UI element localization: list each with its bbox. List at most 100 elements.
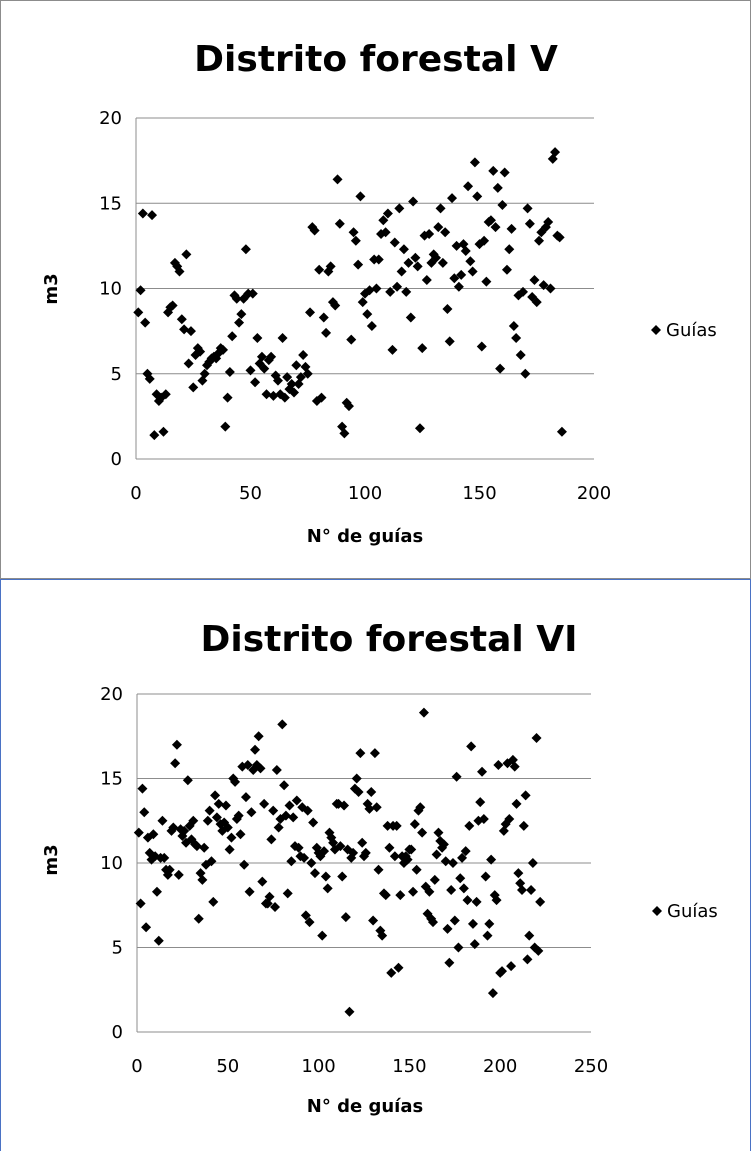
data-point — [394, 203, 405, 214]
data-point — [286, 378, 297, 389]
data-point — [501, 264, 512, 275]
data-point — [218, 344, 229, 355]
data-point — [360, 847, 371, 858]
data-point — [206, 856, 217, 867]
data-point — [516, 885, 527, 896]
data-point — [295, 372, 306, 383]
data-point — [188, 382, 199, 393]
data-point — [308, 817, 319, 828]
y-tick-label: 10 — [100, 853, 123, 874]
data-point — [350, 235, 361, 246]
data-point — [526, 885, 537, 896]
data-point — [149, 430, 160, 441]
data-point — [272, 375, 283, 386]
data-point — [484, 918, 495, 929]
data-point — [444, 336, 455, 347]
data-point — [373, 254, 384, 265]
data-point — [518, 820, 529, 831]
data-point — [168, 822, 179, 833]
data-point — [162, 869, 173, 880]
y-tick-label: 5 — [112, 938, 123, 959]
data-point — [244, 886, 255, 897]
data-point — [403, 257, 414, 268]
data-point — [153, 935, 164, 946]
data-point — [355, 748, 366, 759]
data-point — [488, 165, 499, 176]
data-point — [506, 961, 517, 972]
data-point — [250, 377, 261, 388]
data-point — [182, 775, 193, 786]
data-point — [133, 307, 144, 318]
data-point — [239, 859, 250, 870]
data-point — [288, 812, 299, 823]
data-point — [140, 317, 151, 328]
data-point — [364, 285, 375, 296]
data-point — [148, 829, 159, 840]
data-point — [543, 217, 554, 228]
data-point — [396, 266, 407, 277]
data-point — [382, 820, 393, 831]
legend: Guías — [651, 320, 717, 341]
data-point — [339, 800, 350, 811]
data-point — [369, 748, 380, 759]
data-point — [289, 387, 300, 398]
data-point — [382, 208, 393, 219]
x-tick-label: 150 — [462, 483, 496, 504]
data-point — [453, 942, 464, 953]
chart-panel-distrito-vi: Distrito forestal VI 0 5 10 15 20 0 50 100 150 20… — [0, 579, 751, 1151]
data-point — [141, 922, 152, 933]
data-point — [502, 758, 513, 769]
data-point — [204, 805, 215, 816]
data-point — [495, 363, 506, 374]
data-point — [235, 829, 246, 840]
data-point — [437, 257, 448, 268]
data-point — [270, 901, 281, 912]
data-point — [492, 182, 503, 193]
data-point — [467, 266, 478, 277]
data-point — [469, 157, 480, 168]
data-point — [319, 846, 330, 857]
data-point — [435, 836, 446, 847]
data-point — [515, 878, 526, 889]
data-point — [175, 824, 186, 835]
data-point — [195, 346, 206, 357]
data-point — [493, 759, 504, 770]
data-point — [522, 954, 533, 965]
data-point — [430, 252, 441, 263]
data-point — [339, 428, 350, 439]
data-point — [460, 846, 471, 857]
data-point — [213, 798, 224, 809]
data-point — [139, 807, 150, 818]
data-point — [302, 805, 313, 816]
x-axis-label: N° de guías — [307, 1096, 423, 1117]
data-point — [522, 203, 533, 214]
data-point — [511, 332, 522, 343]
data-point — [226, 832, 237, 843]
data-point — [291, 795, 302, 806]
data-point — [252, 332, 263, 343]
data-point — [191, 841, 202, 852]
data-point — [240, 244, 251, 255]
x-tick-label: 100 — [348, 483, 382, 504]
data-point — [335, 841, 346, 852]
data-point — [384, 842, 395, 853]
data-point — [240, 792, 251, 803]
data-point — [401, 286, 412, 297]
data-point — [236, 309, 247, 320]
data-point — [515, 349, 526, 360]
data-point — [257, 876, 268, 887]
data-point — [348, 227, 359, 238]
data-point — [529, 274, 540, 285]
data-point — [395, 890, 406, 901]
data-point — [318, 312, 329, 323]
x-axis-label: N° de guías — [307, 526, 423, 547]
data-point — [511, 798, 522, 809]
data-point — [467, 918, 478, 929]
data-point — [463, 181, 474, 192]
legend-marker — [651, 325, 661, 335]
data-point — [245, 365, 256, 376]
x-tick-label: 250 — [574, 1056, 608, 1077]
data-point — [491, 895, 502, 906]
data-point — [447, 193, 458, 204]
data-point — [144, 373, 155, 384]
